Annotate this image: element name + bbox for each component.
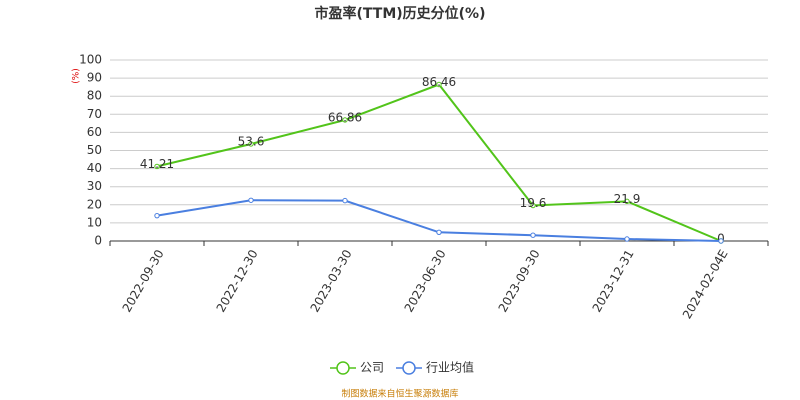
data-label: 41.21	[140, 157, 174, 171]
y-tick-label: 20	[87, 197, 102, 211]
legend-marker	[336, 361, 350, 375]
data-point	[154, 163, 160, 170]
data-point	[624, 236, 630, 242]
data-label: 19.6	[520, 196, 547, 210]
y-tick-label: 30	[87, 179, 102, 193]
legend-label: 公司	[360, 361, 384, 375]
legend-label: 行业均值	[426, 360, 474, 375]
data-label: 53.6	[238, 134, 265, 148]
x-tick-label: 2022-12-30	[214, 247, 261, 314]
y-tick-label: 80	[87, 89, 102, 103]
y-tick-label: 100	[79, 53, 102, 67]
x-tick-label: 2022-09-30	[120, 247, 167, 314]
y-tick-label: 40	[87, 161, 102, 175]
data-point	[248, 197, 254, 203]
y-tick-label: 90	[87, 71, 102, 85]
y-tick-label: 10	[87, 215, 102, 229]
data-point	[436, 81, 442, 88]
data-point	[342, 197, 348, 204]
data-label: 86.46	[422, 75, 456, 89]
data-point	[248, 141, 254, 147]
source-note: 制图数据来自恒生聚源数据库	[341, 388, 458, 400]
data-point	[436, 229, 442, 236]
legend-marker	[402, 361, 416, 375]
y-axis-label: (%)	[72, 68, 82, 84]
y-tick-label: 70	[87, 107, 102, 121]
series-line	[156, 83, 722, 242]
data-point	[530, 202, 536, 209]
x-tick-label: 2023-12-31	[590, 247, 637, 314]
data-point	[342, 117, 348, 123]
data-label: 21.9	[614, 192, 641, 206]
x-tick-label: 2023-09-30	[496, 247, 543, 314]
y-tick-label: 60	[87, 125, 102, 139]
data-point	[530, 232, 536, 238]
x-tick-label: 2023-06-30	[402, 247, 449, 314]
chart-title: 市盈率(TTM)历史分位(%)	[315, 5, 486, 22]
x-tick-label: 2023-03-30	[308, 247, 355, 314]
data-label: 66.86	[328, 110, 362, 124]
x-tick-label: 2024-02-04E	[680, 247, 731, 321]
data-point	[624, 198, 630, 205]
y-tick-label: 0	[94, 234, 102, 248]
data-point	[718, 238, 724, 244]
y-tick-label: 50	[87, 143, 102, 157]
data-point	[154, 212, 160, 219]
